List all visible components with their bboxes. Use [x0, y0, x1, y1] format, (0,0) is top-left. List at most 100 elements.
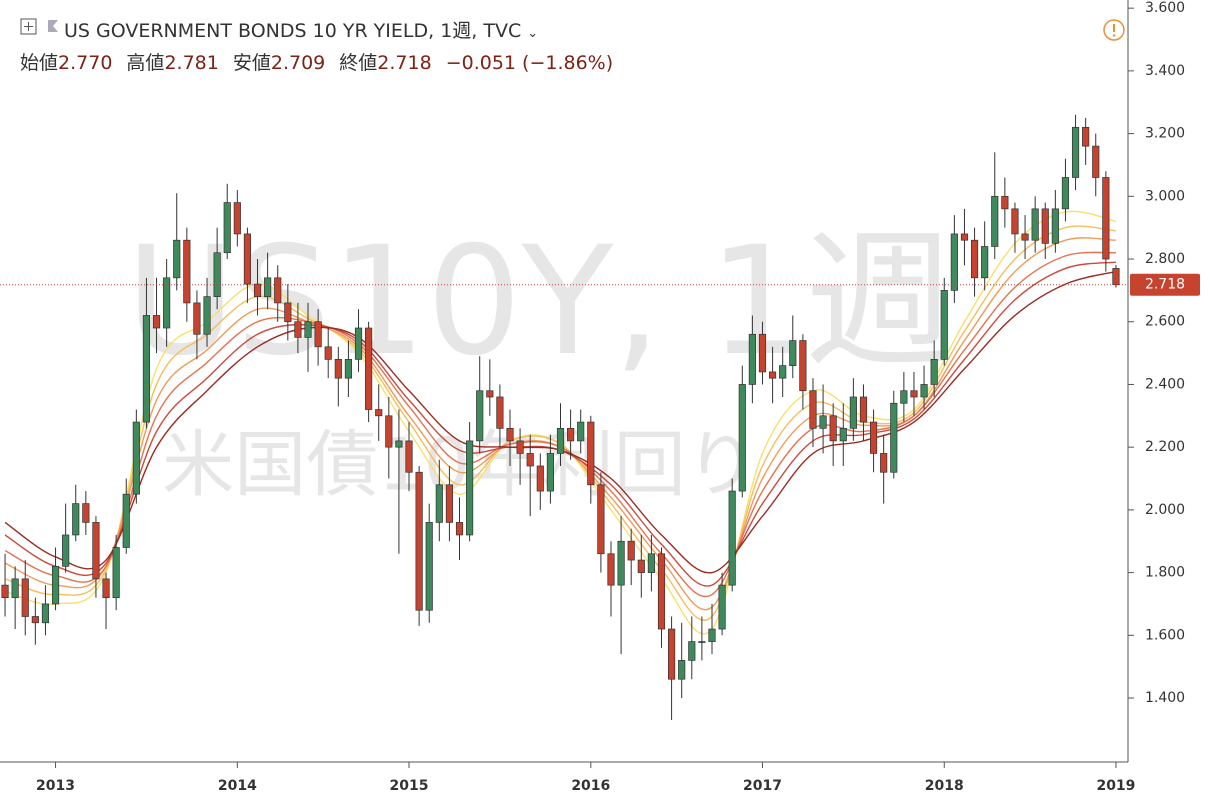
x-tick-label: 2015 — [390, 778, 429, 794]
candle-body — [799, 340, 807, 392]
expand-icon[interactable] — [18, 14, 58, 54]
candle-body — [668, 628, 676, 680]
chart-title: US GOVERNMENT BONDS 10 YR YIELD, 1週, TVC — [64, 20, 522, 42]
y-tick-label: 1.800 — [1145, 565, 1185, 581]
candle-body — [1092, 145, 1100, 178]
candle-body — [506, 428, 514, 442]
candle-body — [152, 315, 161, 329]
candle-body — [445, 484, 453, 523]
y-tick-label: 1.600 — [1145, 627, 1185, 643]
candle-body — [173, 239, 181, 279]
candle-body — [253, 283, 262, 297]
flag-icon[interactable] — [44, 16, 64, 46]
ohlc-label: 高値 — [126, 52, 165, 74]
candle-body — [51, 565, 60, 605]
candle-body — [31, 616, 39, 624]
candle-body — [809, 390, 817, 429]
candle-body — [21, 578, 29, 617]
candle-body — [496, 396, 504, 429]
candle-body — [142, 315, 151, 423]
ohlc-value: 2.770 — [58, 52, 113, 74]
candle-body — [1082, 126, 1090, 147]
candle-body — [617, 540, 625, 586]
candle-body — [213, 252, 221, 297]
candle-body — [1051, 208, 1059, 244]
last-price-label: 2.718 — [1145, 277, 1185, 293]
dropdown-chevron[interactable]: ⌄ — [527, 26, 539, 41]
y-tick-label: 3.400 — [1145, 63, 1185, 79]
candle-body — [1031, 208, 1039, 241]
candle-body — [728, 490, 736, 586]
candle-body — [233, 202, 241, 235]
candle-body — [516, 440, 524, 454]
candle-body — [183, 239, 191, 304]
alert-icon[interactable] — [1100, 16, 1130, 46]
candle-body — [92, 522, 100, 580]
candle-body — [829, 415, 837, 442]
candle-body — [637, 559, 645, 573]
candle-body — [243, 233, 252, 285]
candle-body — [1102, 177, 1110, 260]
candle-body — [1061, 177, 1070, 210]
candle-body — [556, 428, 565, 454]
candle-body — [294, 321, 302, 338]
candle-body — [1, 584, 9, 599]
candle-body — [334, 359, 342, 379]
ohlc-row: 始値2.770 高値2.781 安値2.709 終値2.718 −0.051 (−1.8… — [20, 48, 613, 75]
candle-body — [930, 359, 938, 385]
candle-body — [1021, 233, 1029, 241]
candle-body — [607, 553, 615, 586]
candle-body — [900, 390, 908, 404]
candle-body — [587, 421, 595, 486]
candle-body — [567, 428, 575, 442]
y-tick-label: 1.400 — [1145, 690, 1185, 706]
candle-body — [385, 415, 393, 448]
candle-body — [435, 484, 443, 523]
y-tick-label: 3.600 — [1145, 0, 1185, 16]
candle-body — [768, 371, 777, 379]
candle-body — [455, 522, 464, 536]
candle-body — [678, 660, 686, 680]
ohlc-value: 2.781 — [164, 52, 219, 74]
watermark-symbol: US10Y, 1週 — [126, 215, 954, 389]
candle-body — [122, 493, 130, 548]
ohlc-value: 2.709 — [270, 52, 326, 74]
candle-body — [314, 321, 322, 348]
ohlc-label: 安値 — [232, 52, 271, 74]
y-tick-label: 2.600 — [1145, 314, 1185, 330]
candle-body — [748, 333, 756, 385]
x-tick-label: 2013 — [36, 778, 75, 794]
candle-body — [395, 440, 403, 448]
candle-body — [657, 553, 666, 630]
candle-body — [102, 578, 110, 599]
candle-body — [546, 453, 554, 492]
candles — [1, 114, 1120, 720]
candle-body — [354, 327, 363, 360]
candle-body — [375, 409, 383, 417]
y-tick-label: 2.200 — [1145, 439, 1185, 455]
candle-body — [466, 440, 474, 536]
title-row: US GOVERNMENT BONDS 10 YR YIELD, 1週, TVC… — [64, 16, 538, 43]
candle-body — [1041, 208, 1049, 244]
candle-body — [688, 641, 696, 661]
candle-body — [476, 390, 484, 442]
candle-body — [203, 296, 211, 335]
candle-body — [819, 415, 827, 429]
candle-body — [950, 233, 958, 291]
candle-body — [597, 484, 605, 555]
candle-body — [890, 402, 898, 473]
candle-body — [1011, 208, 1019, 235]
y-tick-label: 2.000 — [1145, 502, 1185, 518]
candle-body — [112, 547, 120, 599]
y-tick-label: 2.400 — [1145, 376, 1185, 392]
watermark-description: 米国債10年利回り — [162, 423, 758, 507]
x-tick-label: 2018 — [925, 778, 964, 794]
candle-body — [718, 584, 726, 630]
candle-body — [11, 578, 19, 599]
candle-body — [193, 302, 201, 335]
candle-body — [940, 290, 948, 360]
last-price-tag — [1130, 273, 1200, 296]
